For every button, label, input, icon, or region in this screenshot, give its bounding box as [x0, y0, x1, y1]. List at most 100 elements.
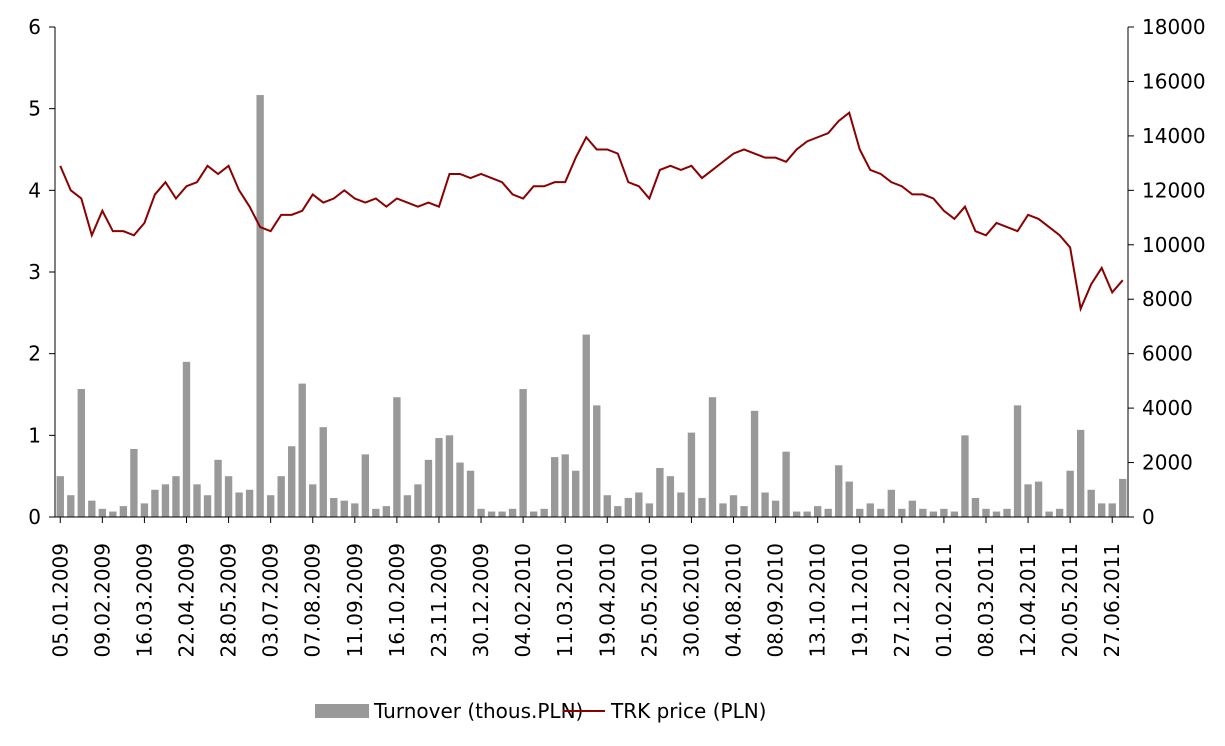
bar — [929, 511, 938, 517]
bar — [109, 511, 117, 517]
x-tick-label: 30.06.2010 — [679, 543, 703, 658]
bar — [161, 484, 170, 517]
bar — [393, 397, 401, 517]
x-tick-label: 08.09.2010 — [764, 543, 788, 658]
bar — [572, 470, 580, 517]
x-tick-label: 27.12.2010 — [890, 543, 914, 658]
x-tick-label: 22.04.2009 — [174, 543, 198, 658]
bar — [971, 497, 980, 517]
x-tick-label: 07.08.2009 — [301, 543, 325, 658]
x-tick-label: 11.09.2009 — [343, 543, 367, 658]
bar — [519, 389, 527, 517]
bar — [224, 476, 233, 517]
bar — [382, 506, 391, 517]
bar — [235, 492, 243, 517]
bar — [508, 508, 517, 517]
bar — [866, 503, 874, 517]
bar — [1098, 503, 1106, 517]
y2-tick-label: 8000 — [1142, 287, 1193, 311]
bar — [1003, 508, 1011, 517]
bar — [77, 389, 85, 517]
bar — [477, 508, 485, 517]
bar — [351, 503, 359, 517]
x-tick-label: 03.07.2009 — [259, 543, 283, 658]
bar — [887, 489, 895, 517]
bar — [803, 511, 811, 517]
bar — [245, 489, 254, 517]
x-tick-label: 23.11.2009 — [427, 543, 451, 658]
bar — [845, 481, 853, 517]
bar — [203, 495, 212, 517]
y2-tick-label: 6000 — [1142, 342, 1193, 366]
x-tick-label: 19.04.2010 — [595, 543, 619, 658]
y-tick-label: 0 — [28, 505, 41, 529]
bar — [908, 500, 917, 517]
bar — [877, 508, 885, 517]
bar — [1108, 503, 1116, 517]
legend-label: TRK price (PLN) — [610, 699, 767, 723]
bar — [487, 511, 496, 517]
bar — [1024, 484, 1032, 517]
bar — [67, 495, 75, 517]
bar — [361, 454, 370, 517]
bar — [750, 410, 759, 517]
bar — [603, 495, 611, 517]
x-tick-label: 09.02.2009 — [90, 543, 114, 658]
x-tick-label: 25.05.2010 — [637, 543, 661, 658]
bar — [550, 457, 559, 517]
x-tick-label: 08.03.2011 — [974, 543, 998, 658]
bar — [56, 476, 64, 517]
y2-tick-label: 12000 — [1142, 178, 1206, 202]
bar — [456, 462, 464, 517]
bar — [813, 506, 822, 517]
legend-swatch — [315, 704, 369, 718]
bar — [1066, 470, 1074, 517]
x-tick-label: 16.10.2009 — [385, 543, 409, 658]
bar — [992, 511, 1001, 517]
bar — [193, 484, 201, 517]
bar — [445, 435, 454, 517]
bar — [729, 495, 738, 517]
bar — [1119, 478, 1127, 517]
bar — [961, 435, 969, 517]
y-tick-label: 4 — [28, 178, 41, 202]
bar — [340, 500, 348, 517]
bar — [624, 497, 633, 517]
bar — [98, 508, 107, 517]
bar — [656, 468, 664, 517]
bar — [1034, 481, 1043, 517]
bar — [950, 511, 959, 517]
y-tick-label: 6 — [28, 15, 41, 39]
bar — [529, 511, 538, 517]
bar — [435, 438, 443, 517]
bar — [761, 492, 769, 517]
bar — [719, 503, 727, 517]
bar — [919, 508, 927, 517]
bar — [940, 508, 948, 517]
y2-tick-label: 10000 — [1142, 233, 1206, 257]
bar — [540, 508, 548, 517]
bar — [582, 334, 590, 517]
bar — [593, 405, 601, 517]
bar — [1087, 489, 1095, 517]
bar — [1055, 508, 1064, 517]
x-tick-label: 13.10.2010 — [806, 543, 830, 658]
bar — [403, 495, 412, 517]
bar — [214, 459, 222, 517]
bar — [298, 383, 306, 517]
bar — [309, 484, 317, 517]
x-tick-label: 16.03.2009 — [132, 543, 156, 658]
x-tick-label: 05.01.2009 — [48, 543, 72, 658]
bar — [424, 459, 433, 517]
bar — [561, 454, 569, 517]
bar — [172, 476, 180, 517]
bar — [635, 492, 643, 517]
bar — [288, 446, 296, 517]
x-tick-label: 20.05.2011 — [1058, 543, 1082, 658]
bar — [182, 361, 191, 517]
y-tick-label: 1 — [28, 423, 41, 447]
bar — [330, 497, 338, 517]
y-tick-label: 5 — [28, 97, 41, 121]
bar — [771, 500, 780, 517]
y2-tick-label: 2000 — [1142, 451, 1193, 475]
